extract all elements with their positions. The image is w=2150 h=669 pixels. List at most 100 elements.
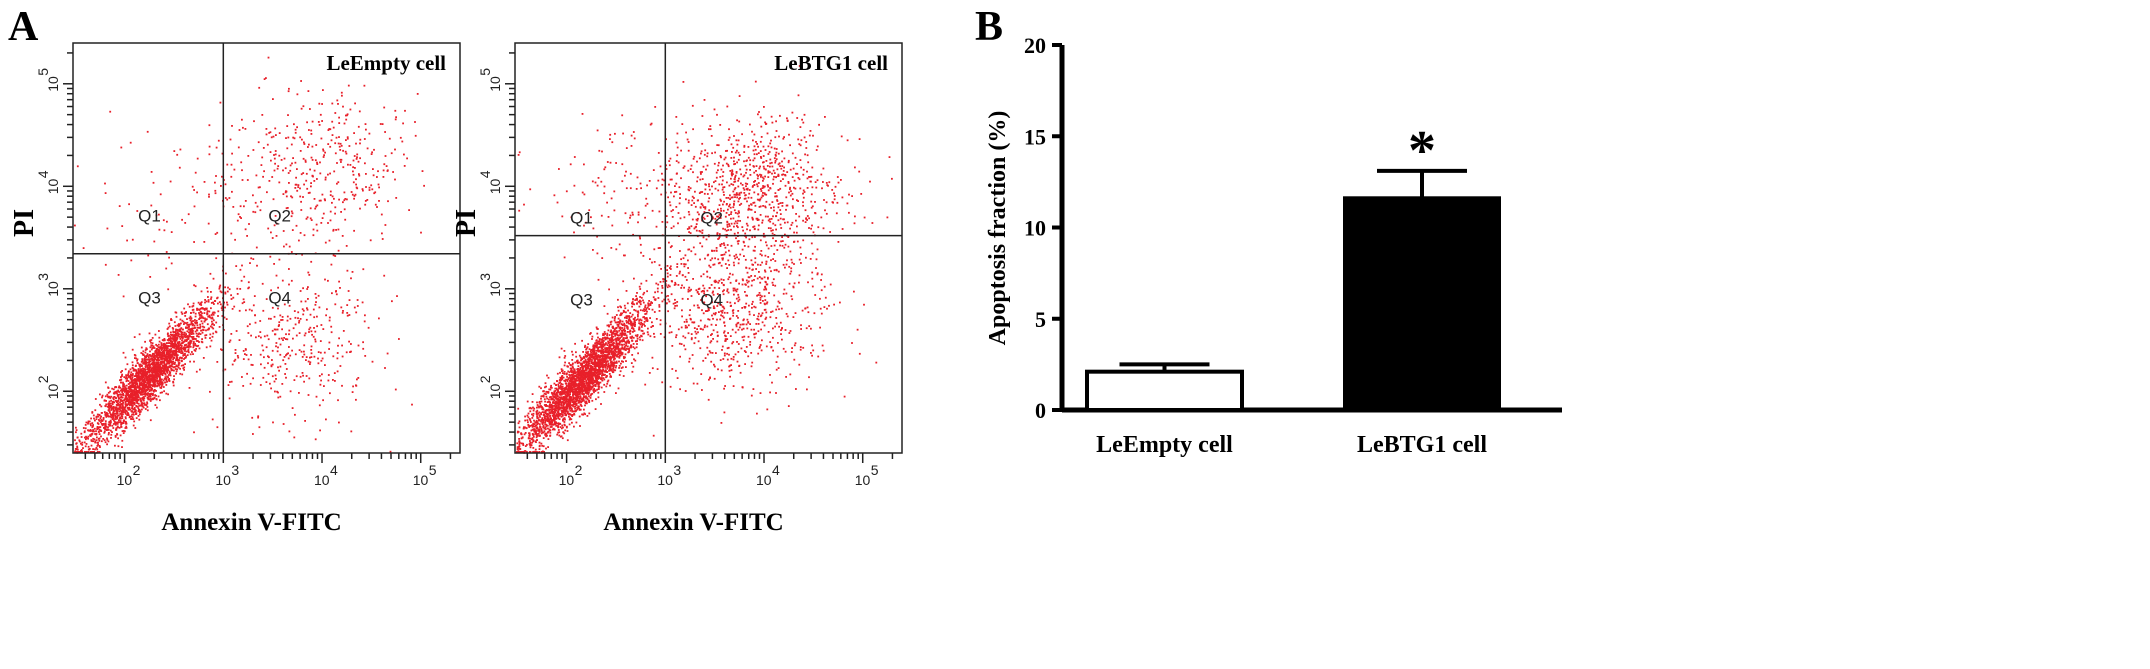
event-dot [585,347,588,350]
event-dot [200,329,202,332]
event-dot [520,437,523,440]
event-dot [566,403,569,405]
event-dot [403,153,405,156]
event-dot [122,413,124,416]
event-dot [289,354,292,357]
event-dot [609,365,612,368]
event-dot [199,325,202,328]
event-dot [137,368,140,371]
event-dot [126,407,129,409]
event-dot [118,385,121,388]
event-dot [304,161,307,163]
event-dot [84,445,87,448]
event-dot [194,171,197,174]
event-dot [300,173,303,176]
event-dot [132,411,135,414]
event-dot [152,363,154,366]
event-dot [131,385,134,387]
event-dot [355,178,357,181]
event-dot [94,441,97,444]
event-dot [124,401,127,404]
event-dot [270,159,272,162]
event-dot [151,373,154,376]
event-dot [209,325,212,328]
event-dot [387,200,389,203]
event-dot [384,131,386,133]
event-dot [609,359,612,362]
event-dot [184,315,187,317]
event-dot [543,427,546,430]
event-dot [647,333,650,336]
event-dot [353,195,356,197]
event-dot [586,355,589,358]
event-dot [154,404,157,406]
event-dot [639,288,642,290]
event-dot [320,359,323,362]
event-dot [347,163,349,166]
event-dot [653,298,656,301]
event-dot [571,363,574,366]
event-dot [153,389,156,391]
event-dot [102,438,105,440]
event-dot [383,163,386,166]
event-dot [121,410,123,413]
event-dot [137,415,140,417]
event-dot [181,339,183,342]
event-dot [133,379,135,381]
event-dot [133,394,135,397]
event-dot [188,387,191,389]
event-dot [337,249,340,252]
event-dot [581,380,584,382]
event-dot [186,354,189,356]
event-dot [231,190,233,193]
event-dot [182,333,184,336]
event-dot [408,209,410,211]
event-dot [176,153,179,156]
event-dot [120,376,122,378]
event-dot [295,375,298,378]
event-dot [242,298,245,301]
event-dot [145,383,148,386]
event-dot [103,430,106,433]
event-dot [345,118,348,121]
event-dot [632,346,635,348]
event-dot [523,426,525,429]
event-dot [136,382,139,385]
event-dot [563,373,566,375]
event-dot [661,285,664,287]
event-dot [640,334,642,337]
event-dot [288,268,290,270]
event-dot [106,405,109,408]
event-dot [667,298,670,301]
event-dot [154,333,157,336]
event-dot [285,137,287,139]
event-dot [286,319,289,322]
event-dot [149,354,152,357]
event-dot [617,321,619,324]
event-dot [586,392,588,395]
event-dot [124,391,126,393]
event-dot [192,308,195,311]
event-dot [192,332,195,335]
event-dot [153,240,156,243]
event-dot [327,374,330,376]
event-dot [536,421,538,424]
event-dot [330,139,333,142]
event-dot [136,395,138,397]
event-dot [346,312,349,314]
event-dot [169,339,172,342]
event-dot [531,413,533,416]
event-dot [595,398,597,401]
event-dot [211,316,214,319]
event-dot [138,418,141,421]
event-dot [161,373,164,375]
event-dot [332,126,335,129]
event-dot [80,451,82,453]
event-dot [114,418,116,420]
event-dot [110,413,113,416]
event-dot [370,153,373,155]
event-dot [324,241,327,244]
event-dot [158,213,160,216]
event-dot [158,378,161,380]
event-dot [185,322,188,325]
